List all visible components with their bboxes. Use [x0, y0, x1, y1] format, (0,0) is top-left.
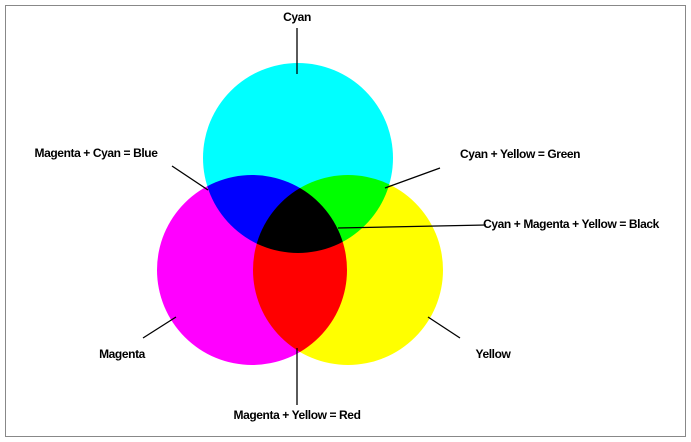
color-wheel: [157, 63, 443, 365]
label: Magenta + Yellow = Red: [233, 408, 360, 422]
label: Yellow: [476, 347, 512, 361]
label: Magenta + Cyan = Blue: [35, 146, 159, 160]
yellow-circle: [253, 175, 443, 365]
leader-line: [337, 224, 487, 229]
leader-line: [384, 167, 441, 189]
leader-line: [171, 165, 209, 191]
leader-line: [142, 316, 177, 339]
label: Cyan + Magenta + Yellow = Black: [483, 217, 660, 231]
label: Cyan + Yellow = Green: [460, 147, 580, 161]
leader-line: [427, 316, 461, 339]
label: Magenta: [99, 347, 146, 361]
label: Cyan: [283, 10, 311, 24]
